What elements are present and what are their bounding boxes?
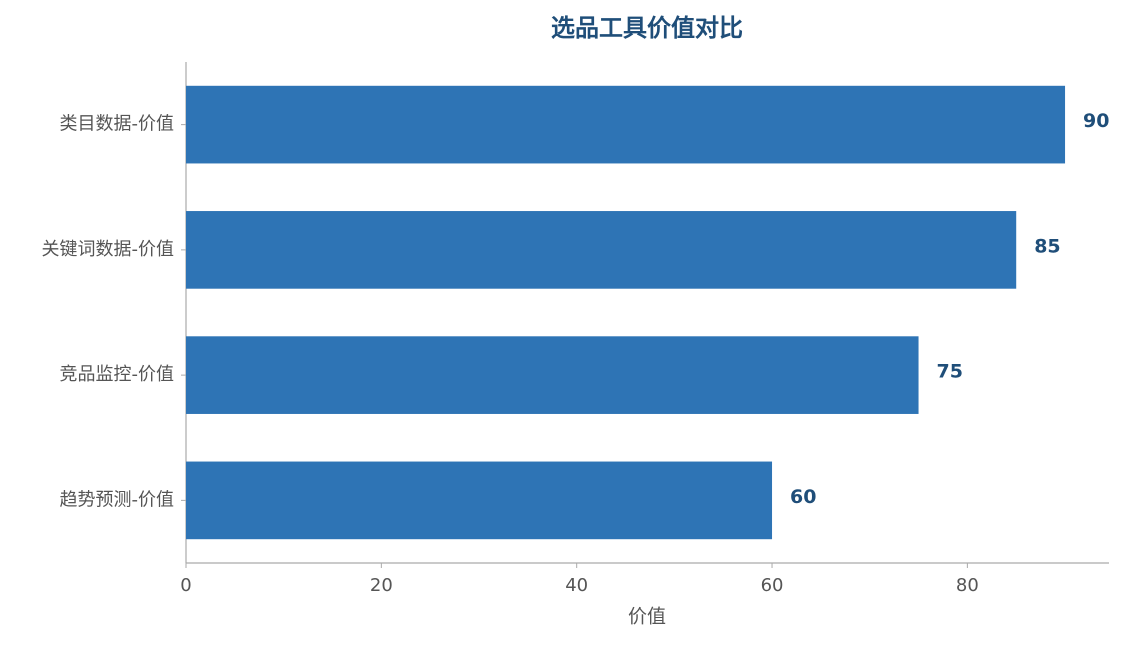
y-tick-label: 关键词数据-价值 xyxy=(42,239,175,260)
chart-title: 选品工具价值对比 xyxy=(551,14,743,42)
y-tick-label: 类目数据-价值 xyxy=(60,114,175,135)
y-tick-label: 竞品监控-价值 xyxy=(60,364,175,385)
x-tick-label: 60 xyxy=(761,575,784,596)
x-tick-label: 80 xyxy=(956,575,979,596)
value-label: 85 xyxy=(1034,235,1060,257)
bar xyxy=(186,336,919,414)
y-tick-label: 趋势预测-价值 xyxy=(60,489,175,510)
x-tick-label: 0 xyxy=(180,575,191,596)
x-tick-label: 20 xyxy=(370,575,393,596)
x-tick-label: 40 xyxy=(565,575,588,596)
bar xyxy=(186,211,1017,289)
x-axis-label: 价值 xyxy=(628,606,666,628)
value-label: 90 xyxy=(1083,110,1109,132)
value-label: 75 xyxy=(937,361,963,383)
bar xyxy=(186,85,1066,164)
value-label: 60 xyxy=(790,486,816,508)
bar xyxy=(186,461,773,540)
